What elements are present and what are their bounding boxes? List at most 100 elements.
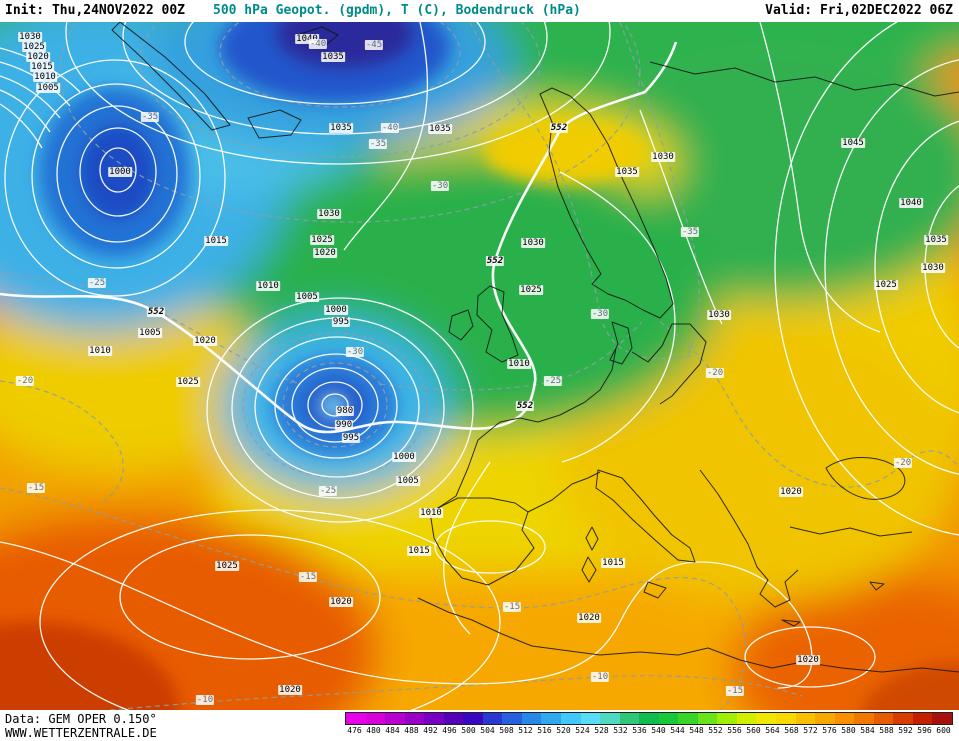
colorbar: 476 480 484 488 492 496 500 504 508 512 516 520 524 5…: [345, 712, 953, 735]
colorbar-cell: [424, 713, 444, 724]
colorbar-tick: 520: [556, 726, 571, 735]
pressure-contour-label: 1005: [138, 328, 162, 338]
pressure-contour-label: 1025: [874, 280, 898, 290]
colorbar-cell: [443, 713, 464, 724]
weather-map: 1030 1025 1020 1015 1010 1005 1000 1040 1035 1035…: [0, 22, 959, 710]
map-title: 500 hPa Geopot. (gpdm), T (C), Bodendruc…: [213, 3, 581, 18]
pressure-contour-label: 1025: [310, 235, 334, 245]
pressure-contour-label: 1020: [313, 248, 337, 258]
height-552-label: 552: [515, 401, 535, 411]
temp-contour-label: -40: [380, 123, 400, 133]
temp-contour-label: -40: [308, 39, 328, 49]
header-bar: Init: Thu,24NOV2022 00Z 500 hPa Geopot. …: [0, 0, 959, 22]
pressure-contour-label: 1030: [651, 152, 675, 162]
contour-552: [0, 41, 678, 434]
pressure-contour-label: 1035: [329, 123, 353, 133]
pressure-contour-label: 1030: [707, 310, 731, 320]
colorbar-cell: [541, 713, 562, 724]
pressure-contour-label: 1040: [295, 34, 319, 44]
temp-contour-label: -25: [543, 376, 563, 386]
temp-contour-label: -20: [893, 458, 913, 468]
pressure-contour-label: 1005: [36, 83, 60, 93]
colorbar-cell: [678, 713, 698, 724]
temp-contour-label: -35: [368, 139, 388, 149]
temp-contour-label: -15: [26, 483, 46, 493]
colorbar-tick: 500: [461, 726, 476, 735]
init-text: Init: Thu,24NOV2022 00Z: [5, 3, 186, 18]
colorbar-cell: [912, 713, 933, 724]
colorbar-tick: 480: [366, 726, 381, 735]
temp-contour-label: -20: [705, 368, 725, 378]
colorbar-tick: 584: [860, 726, 875, 735]
colorbar-cell: [854, 713, 874, 724]
pressure-contour-label: 1020: [577, 613, 601, 623]
pressure-contour-label: 1030: [18, 32, 42, 42]
pressure-contour-label: 1030: [921, 263, 945, 273]
colorbar-cell: [463, 713, 483, 724]
pressure-contour-label: 1035: [615, 167, 639, 177]
colorbar-tick: 484: [385, 726, 400, 735]
colorbar-tick: 476: [347, 726, 362, 735]
colorbar-tick: 536: [632, 726, 647, 735]
pressure-contour-label: 1010: [256, 281, 280, 291]
colorbar-tick: 588: [879, 726, 894, 735]
colorbar-cell: [619, 713, 640, 724]
pressure-contour-label: 1010: [88, 346, 112, 356]
website-text: WWW.WETTERZENTRALE.DE: [5, 726, 157, 740]
pressure-contour-label: 1015: [601, 558, 625, 568]
colorbar-cell: [365, 713, 386, 724]
pressure-contour-label: 1035: [428, 124, 452, 134]
temp-contour-label: -45: [364, 40, 384, 50]
pressure-contour-label: 1020: [193, 336, 217, 346]
pressure-contour-label: 1045: [841, 138, 865, 148]
temp-contour-label: -10: [590, 672, 610, 682]
pressure-contour-label: 1000: [324, 305, 348, 315]
colorbar-cell: [346, 713, 366, 724]
colorbar-tick: 492: [423, 726, 438, 735]
pressure-contour-label: 1005: [295, 292, 319, 302]
colorbar-ticks: 476 480 484 488 492 496 500 504 508 512 516 520 524 5…: [345, 726, 953, 735]
colorbar-cell: [873, 713, 894, 724]
colorbar-cell: [795, 713, 816, 724]
pressure-contour-label: 1025: [176, 377, 200, 387]
pressure-contour-label: 1025: [215, 561, 239, 571]
pressure-contour-label: 1020: [26, 52, 50, 62]
colorbar-tick: 572: [803, 726, 818, 735]
colorbar-tick: 512: [518, 726, 533, 735]
colorbar-tick: 596: [917, 726, 932, 735]
pressure-contour-label: 995: [331, 317, 351, 327]
temp-contour-label: -20: [15, 376, 35, 386]
colorbar-cell: [521, 713, 542, 724]
pressure-contour-label: 1030: [521, 238, 545, 248]
colorbar-tick: 532: [613, 726, 628, 735]
colorbar-cell: [580, 713, 601, 724]
colorbar-cell: [404, 713, 425, 724]
colorbar-tick: 516: [537, 726, 552, 735]
pressure-contour-label: 980: [335, 406, 355, 416]
colorbar-cell: [932, 713, 952, 724]
map-labels: 1030 1025 1020 1015 1010 1005 1000 1040 1035 1035…: [0, 22, 959, 710]
colorbar-tick: 560: [746, 726, 761, 735]
temp-contour-label: -35: [680, 227, 700, 237]
colorbar-tick: 592: [898, 726, 913, 735]
height-552-label: 552: [549, 123, 569, 133]
colorbar-tick: 576: [822, 726, 837, 735]
pressure-contour-label: 1010: [33, 72, 57, 82]
pressure-contour-label: 1005: [396, 476, 420, 486]
colorbar-cell: [697, 713, 718, 724]
pressure-contour-label: 1020: [796, 655, 820, 665]
temp-contour-label: -30: [590, 309, 610, 319]
pressure-contour-label: 1000: [392, 452, 416, 462]
colorbar-tick: 600: [936, 726, 951, 735]
colorbar-cell: [502, 713, 522, 724]
colorbar-tick: 580: [841, 726, 856, 735]
temp-contour-label: -10: [195, 695, 215, 705]
valid-text: Valid: Fri,02DEC2022 06Z: [765, 3, 953, 18]
pressure-contour-label: 1000: [108, 167, 132, 177]
colorbar-tick: 496: [442, 726, 457, 735]
colorbar-cell: [385, 713, 405, 724]
pressure-contour-label: 1040: [899, 198, 923, 208]
colorbar-cell: [834, 713, 855, 724]
colorbar-tick: 544: [670, 726, 685, 735]
